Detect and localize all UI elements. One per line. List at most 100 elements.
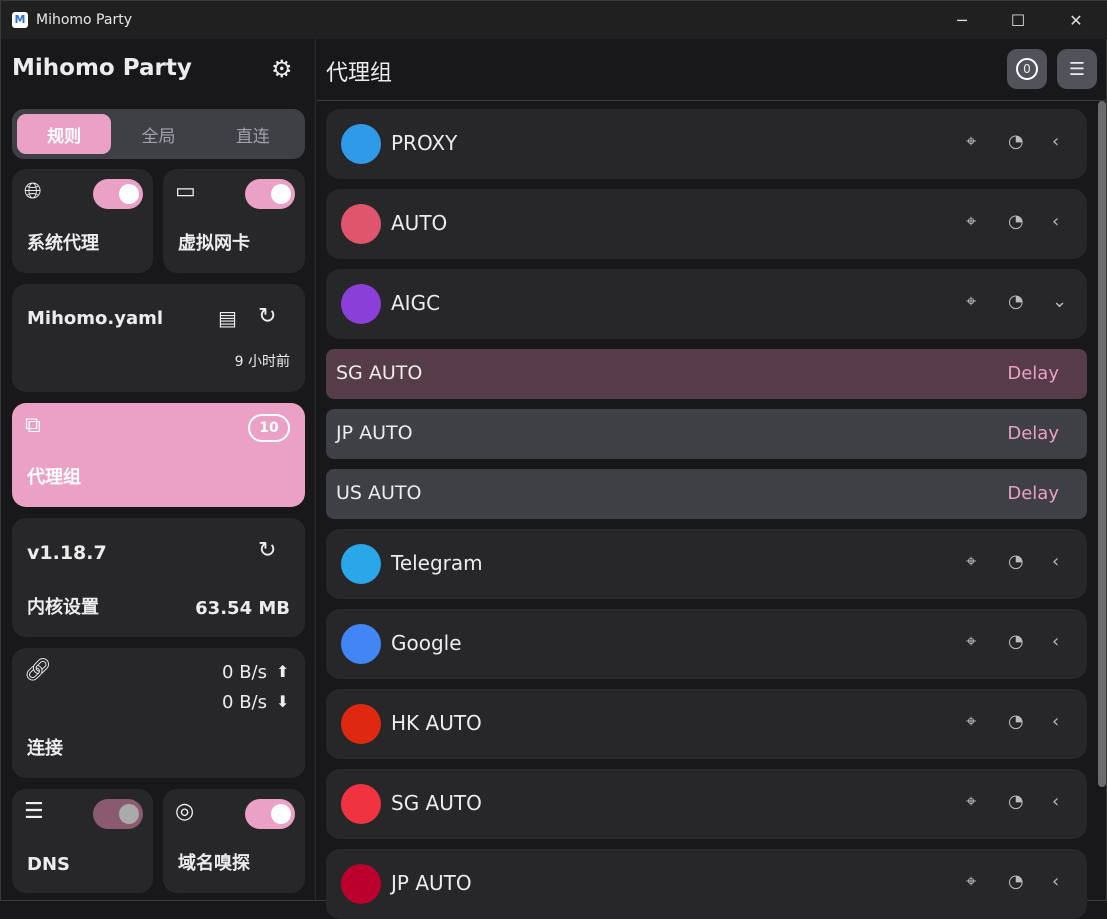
group-name: AIGC (391, 291, 441, 315)
speedtest-icon[interactable]: ◔ (1008, 291, 1024, 312)
sniff-card[interactable]: ◎ 域名嗅探 (163, 789, 305, 893)
auto-bolt-icon (341, 204, 381, 244)
chevron-down-icon[interactable]: ⌄ (1052, 291, 1068, 312)
proxy-item[interactable]: SG AUTO Delay (326, 349, 1087, 399)
network-card-icon: ▭ (175, 179, 196, 204)
sniff-toggle[interactable] (245, 799, 295, 829)
group-name: Google (391, 631, 462, 655)
chevron-left-icon[interactable]: ‹ (1052, 551, 1060, 572)
proxy-item[interactable]: JP AUTO Delay (326, 409, 1087, 459)
hk-flag-icon (341, 704, 381, 744)
server-icon: ☰ (24, 799, 44, 824)
dns-toggle[interactable] (93, 799, 143, 829)
delay-button[interactable]: Delay (1007, 363, 1059, 384)
chevron-left-icon[interactable]: ‹ (1052, 211, 1060, 232)
proxy-item[interactable]: US AUTO Delay (326, 469, 1087, 519)
delay-button[interactable]: Delay (1007, 483, 1059, 504)
proxy-group-proxy[interactable]: PROXY ⌖ ◔ ‹ (326, 109, 1087, 179)
delay-sort-button[interactable]: 0 (1007, 49, 1047, 89)
sniff-label: 域名嗅探 (178, 853, 250, 874)
speedtest-icon[interactable]: ◔ (1008, 211, 1024, 232)
minimize-button[interactable]: ─ (957, 10, 967, 30)
locate-icon[interactable]: ⌖ (966, 791, 977, 812)
refresh-core-icon[interactable]: ↻ (258, 538, 277, 563)
dns-card[interactable]: ☰ DNS (12, 789, 153, 893)
telegram-icon (341, 544, 381, 584)
speedtest-icon[interactable]: ◔ (1008, 131, 1024, 152)
tun-label: 虚拟网卡 (178, 233, 250, 254)
dns-label: DNS (27, 854, 70, 875)
tun-toggle[interactable] (245, 179, 295, 209)
tun-card[interactable]: ▭ 虚拟网卡 (163, 169, 305, 273)
scrollbar[interactable] (1098, 101, 1106, 787)
connections-card[interactable]: 🔗︎ 0 B/s ⬆ 0 B/s ⬇ 连接 (12, 648, 305, 778)
sidebar: Mihomo Party ⚙ 规则 全局 直连 🌐︎ 系统代理 ▭ 虚拟网卡 M… (1, 39, 316, 902)
globe-icon: 🌐︎ (24, 179, 42, 204)
brand-title: Mihomo Party (12, 55, 192, 81)
mode-rule-tab[interactable]: 规则 (17, 114, 112, 154)
proxy-group-auto[interactable]: AUTO ⌖ ◔ ‹ (326, 189, 1087, 259)
download-speed: 0 B/s (222, 692, 267, 713)
close-button[interactable]: ✕ (1069, 10, 1083, 30)
proxy-name: JP AUTO (336, 422, 413, 444)
memory-usage: 63.54 MB (195, 598, 290, 619)
proxy-group-aigc[interactable]: AIGC ⌖ ◔ ⌄ (326, 269, 1087, 339)
group-name: HK AUTO (391, 711, 482, 735)
document-icon[interactable]: ▤ (218, 306, 237, 330)
sysproxy-label: 系统代理 (27, 233, 99, 254)
group-name: PROXY (391, 131, 458, 155)
locate-icon[interactable]: ⌖ (966, 211, 977, 232)
maximize-button[interactable]: ☐ (1010, 10, 1026, 30)
chevron-left-icon[interactable]: ‹ (1052, 791, 1060, 812)
locate-icon[interactable]: ⌖ (966, 631, 977, 652)
chevron-left-icon[interactable]: ‹ (1052, 871, 1060, 892)
proxy-group-google[interactable]: Google ⌖ ◔ ‹ (326, 609, 1087, 679)
jp-flag-icon (341, 864, 381, 904)
locate-icon[interactable]: ⌖ (966, 711, 977, 732)
group-name: JP AUTO (391, 871, 472, 895)
locate-icon[interactable]: ⌖ (966, 551, 977, 572)
sg-flag-icon (341, 784, 381, 824)
radar-icon: ◎ (175, 799, 195, 824)
speedtest-icon[interactable]: ◔ (1008, 711, 1024, 732)
sysproxy-card[interactable]: 🌐︎ 系统代理 (12, 169, 153, 273)
proxy-group-jp-auto[interactable]: JP AUTO ⌖ ◔ ‹ (326, 849, 1087, 919)
main-panel: 代理组 0 ☰ PROXY ⌖ ◔ ‹ AUTO ⌖ ◔ ‹ AIGC ⌖ ◔ … (317, 39, 1107, 919)
profile-name: Mihomo.yaml (27, 308, 164, 329)
core-label: 内核设置 (27, 597, 99, 618)
profile-updated: 9 小时前 (234, 354, 290, 370)
group-name: SG AUTO (391, 791, 482, 815)
proxy-name: SG AUTO (336, 362, 423, 384)
chevron-left-icon[interactable]: ‹ (1052, 711, 1060, 732)
profile-card[interactable]: Mihomo.yaml ▤ ↻ 9 小时前 (12, 284, 305, 392)
mode-direct-tab[interactable]: 直连 (235, 126, 270, 147)
download-arrow-icon: ⬇ (276, 692, 290, 711)
core-card[interactable]: v1.18.7 ↻ 内核设置 63.54 MB (12, 518, 305, 637)
speedtest-icon[interactable]: ◔ (1008, 871, 1024, 892)
locate-icon[interactable]: ⌖ (966, 291, 977, 312)
chevron-left-icon[interactable]: ‹ (1052, 131, 1060, 152)
refresh-icon[interactable]: ↻ (258, 304, 277, 329)
settings-gear-icon[interactable]: ⚙ (271, 55, 293, 83)
link-icon: 🔗︎ (24, 658, 52, 683)
proxy-name: US AUTO (336, 482, 422, 504)
speedtest-icon[interactable]: ◔ (1008, 551, 1024, 572)
proxy-group-icon: ⧉ (25, 413, 41, 438)
sysproxy-toggle[interactable] (93, 179, 143, 209)
proxygroups-card[interactable]: ⧉ 10 代理组 (12, 403, 305, 507)
speedtest-icon[interactable]: ◔ (1008, 631, 1024, 652)
chevron-left-icon[interactable]: ‹ (1052, 631, 1060, 652)
mode-global-tab[interactable]: 全局 (141, 126, 176, 147)
group-name: Telegram (391, 551, 483, 575)
proxy-group-telegram[interactable]: Telegram ⌖ ◔ ‹ (326, 529, 1087, 599)
speedtest-icon[interactable]: ◔ (1008, 791, 1024, 812)
core-version: v1.18.7 (27, 542, 107, 564)
locate-icon[interactable]: ⌖ (966, 871, 977, 892)
locate-icon[interactable]: ⌖ (966, 131, 977, 152)
proxy-group-sg-auto[interactable]: SG AUTO ⌖ ◔ ‹ (326, 769, 1087, 839)
display-mode-button[interactable]: ☰ (1057, 49, 1097, 89)
delay-button[interactable]: Delay (1007, 423, 1059, 444)
proxy-group-hk-auto[interactable]: HK AUTO ⌖ ◔ ‹ (326, 689, 1087, 759)
window-title: Mihomo Party (36, 12, 132, 28)
title-bar: M Mihomo Party ─ ☐ ✕ (1, 1, 1107, 39)
